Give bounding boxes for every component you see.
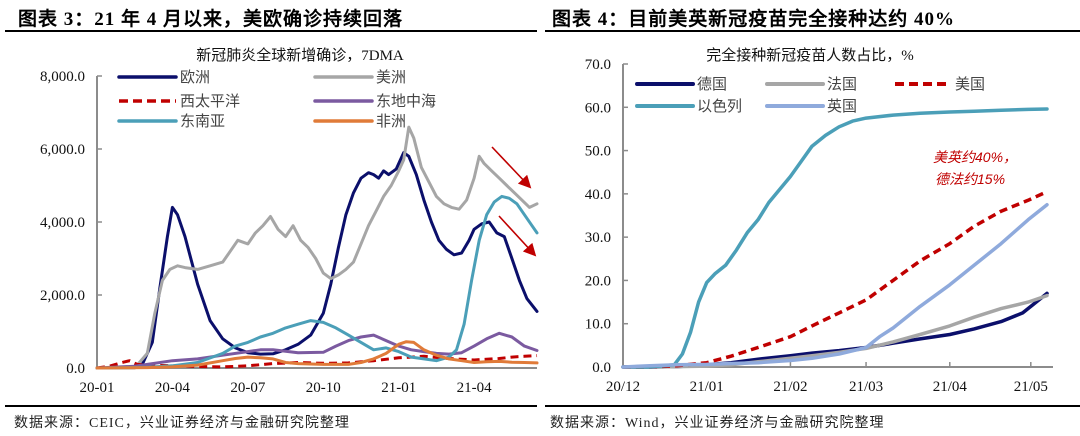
legend-label-left-series-5: 非洲 xyxy=(376,113,406,130)
legend-label-left-series-0: 欧洲 xyxy=(180,69,210,86)
right-chart-title: 完全接种新冠疫苗人数占比，% xyxy=(706,46,914,64)
y-tick-label: 30.0 xyxy=(585,230,611,246)
left-panel-title: 图表 3：21 年 4 月以来，美欧确诊持续回落 xyxy=(18,9,404,30)
y-tick-label: 50.0 xyxy=(585,144,611,160)
x-tick-label: 21-01 xyxy=(381,380,416,396)
y-tick-label: 2,000.0 xyxy=(40,288,85,304)
line-right-series-2 xyxy=(623,190,1048,369)
annotation-line: 德法约15% xyxy=(935,171,1005,187)
right-source-note: 数据来源：Wind，兴业证券经济与金融研究院整理 xyxy=(550,416,885,431)
arrow-americas xyxy=(491,146,532,189)
legend-label-left-series-3: 东地中海 xyxy=(376,93,436,110)
x-tick-label: 20-07 xyxy=(230,380,265,396)
line-right-series-4 xyxy=(621,202,1049,369)
x-tick-label: 21/01 xyxy=(690,379,724,395)
right-source-rule xyxy=(545,405,1080,407)
right-annotation: 美英约40%， 德法约15% xyxy=(933,149,1017,187)
line-left-series-4 xyxy=(95,194,539,370)
line-left-series-0 xyxy=(95,151,539,370)
legend-label-right-series-1: 法国 xyxy=(827,76,857,93)
legend-label-left-series-4: 东南亚 xyxy=(180,113,225,130)
legend-label-right-series-2: 美国 xyxy=(955,76,985,93)
line-right-series-3 xyxy=(621,107,1049,369)
x-tick-label: 20-04 xyxy=(155,380,190,396)
y-tick-label: 0.0 xyxy=(66,361,85,377)
legend-label-right-series-3: 以色列 xyxy=(697,98,742,115)
x-tick-label: 21/04 xyxy=(933,379,968,395)
left-chart: 新冠肺炎全球新增确诊，7DMA 0.0 2,000.0 4,000.0 6,000.0… xyxy=(40,46,539,396)
y-tick-label: 4,000.0 xyxy=(40,215,85,231)
legend-label-left-series-2: 西太平洋 xyxy=(180,93,240,110)
left-title-rule xyxy=(5,30,537,32)
x-tick-label: 21-04 xyxy=(457,380,492,396)
line-left-series-1 xyxy=(95,125,539,370)
legend-label-right-series-0: 德国 xyxy=(697,75,727,93)
y-tick-label: 10.0 xyxy=(585,317,611,333)
left-chart-title: 新冠肺炎全球新增确诊，7DMA xyxy=(196,46,404,64)
y-tick-label: 40.0 xyxy=(585,187,611,203)
x-tick-label: 20-10 xyxy=(306,380,341,396)
x-tick-label: 20-01 xyxy=(80,380,115,396)
right-title-rule xyxy=(545,30,1080,32)
left-annotation-arrows xyxy=(491,146,537,257)
y-tick-label: 8,000.0 xyxy=(40,69,85,85)
y-tick-label: 20.0 xyxy=(585,273,611,289)
line-left-series-5 xyxy=(95,340,539,370)
right-chart: 完全接种新冠疫苗人数占比，% 0.0 10.0 20.0 30.0 40.0 50.0 60… xyxy=(585,46,1053,395)
x-tick-label: 21/05 xyxy=(1014,379,1048,395)
line-left-series-2 xyxy=(96,354,538,370)
x-tick-label: 20/12 xyxy=(606,379,640,395)
right-panel-title: 图表 4：目前美英新冠疫苗完全接种达约 40% xyxy=(552,9,956,30)
legend-label-left-series-1: 美洲 xyxy=(376,69,406,86)
arrow-europe xyxy=(498,215,537,257)
left-source-rule xyxy=(5,405,537,407)
legend-label-right-series-4: 英国 xyxy=(827,97,857,115)
y-tick-label: 0.0 xyxy=(592,360,611,376)
y-tick-label: 6,000.0 xyxy=(40,142,85,158)
y-tick-label: 60.0 xyxy=(585,100,611,116)
y-tick-label: 70.0 xyxy=(585,57,611,73)
x-tick-label: 21/03 xyxy=(849,379,883,395)
x-tick-label: 21/02 xyxy=(773,379,807,395)
annotation-line: 美英约40%， xyxy=(933,149,1017,165)
left-source-note: 数据来源：CEIC，兴业证券经济与金融研究院整理 xyxy=(14,416,350,431)
